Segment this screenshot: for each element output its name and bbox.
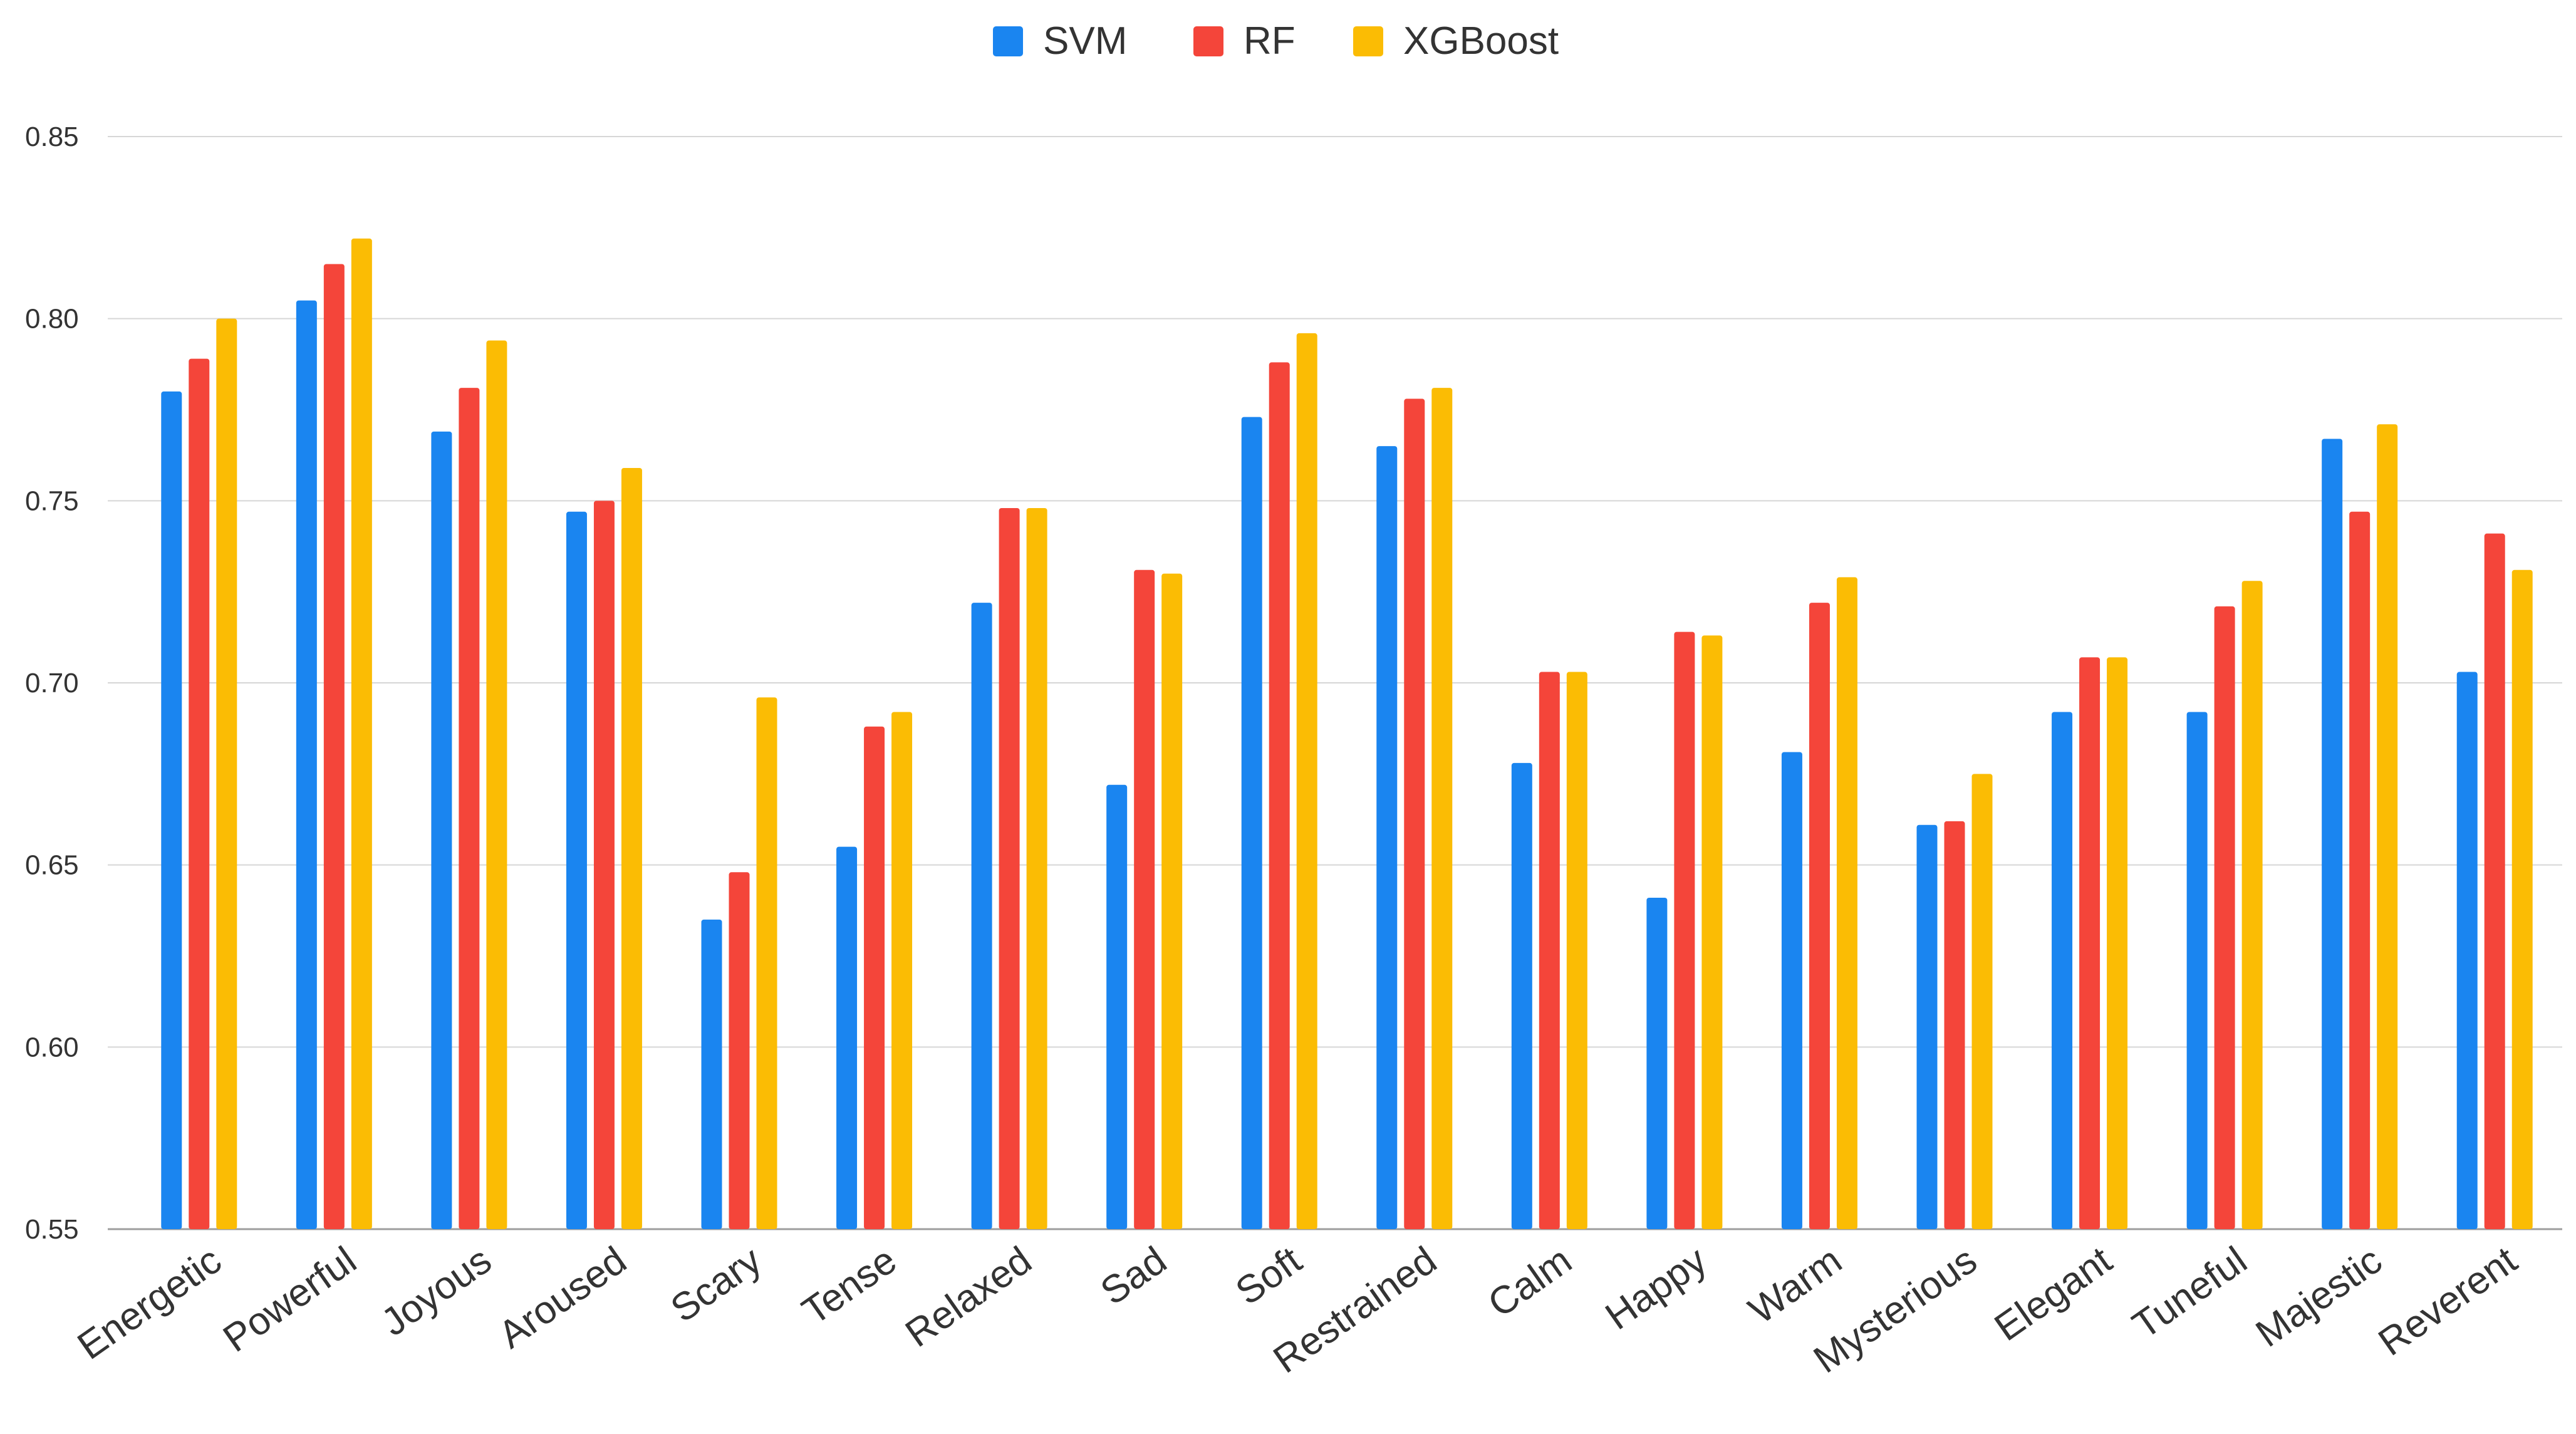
x-tick-label: Powerful	[216, 1239, 364, 1361]
bar-rf-tuneful: RF — Tuneful: 0.721	[2214, 606, 2235, 1229]
x-tick-label: Warm	[1741, 1239, 1849, 1333]
legend-label-xgboost: XGBoost	[1403, 19, 1559, 63]
bar-xgboost-scary: XGBoost — Scary: 0.696	[756, 697, 777, 1229]
bar-rf-aroused: RF — Aroused: 0.75	[593, 501, 615, 1230]
x-tick-label: Elegant	[1987, 1239, 2120, 1349]
y-tick-label: 0.70	[25, 668, 79, 699]
bar-xgboost-restrained: XGBoost — Restrained: 0.781	[1431, 388, 1453, 1229]
bar-rf-majestic: RF — Majestic: 0.747	[2349, 511, 2371, 1229]
bar-rf-relaxed: RF — Relaxed: 0.748	[999, 507, 1020, 1230]
bar-rf-tense: RF — Tense: 0.688	[864, 726, 885, 1229]
bar-rf-powerful: RF — Powerful: 0.815	[323, 264, 345, 1229]
bar-svm-energetic: SVM — Energetic: 0.78	[161, 391, 182, 1229]
bar-xgboost-aroused: XGBoost — Aroused: 0.759	[621, 468, 642, 1229]
bar-rf-joyous: RF — Joyous: 0.781	[459, 388, 480, 1229]
legend-label-rf: RF	[1244, 19, 1296, 63]
bar-xgboost-soft: XGBoost — Soft: 0.796	[1296, 333, 1317, 1230]
y-tick-label: 0.80	[25, 304, 79, 335]
x-tick-label: Scary	[663, 1239, 769, 1331]
y-tick-label: 0.60	[25, 1032, 79, 1063]
y-tick-label: 0.55	[25, 1214, 79, 1245]
bar-xgboost-mysterious: XGBoost — Mysterious: 0.675	[1971, 774, 1993, 1229]
bar-svm-tense: SVM — Tense: 0.655	[836, 846, 858, 1229]
x-tick-label: Soft	[1228, 1239, 1309, 1314]
x-tick-label: Tuneful	[2125, 1239, 2255, 1348]
bar-rf-reverent: RF — Reverent: 0.741	[2484, 533, 2505, 1229]
bar-rf-elegant: RF — Elegant: 0.707	[2079, 657, 2101, 1229]
bar-xgboost-sad: XGBoost — Sad: 0.73	[1161, 573, 1183, 1229]
bar-rf-warm: RF — Warm: 0.722	[1809, 603, 1830, 1229]
bar-svm-warm: SVM — Warm: 0.681	[1781, 752, 1802, 1229]
x-tick-label: Joyous	[373, 1239, 499, 1344]
legend-swatch-rf	[1193, 26, 1223, 56]
y-tick-label: 0.75	[25, 486, 79, 516]
bar-rf-restrained: RF — Restrained: 0.778	[1404, 398, 1425, 1229]
bar-rf-calm: RF — Calm: 0.703	[1539, 672, 1560, 1229]
bar-svm-restrained: SVM — Restrained: 0.765	[1376, 446, 1398, 1230]
x-tick-label: Tense	[794, 1239, 904, 1333]
y-tick-label: 0.65	[25, 850, 79, 881]
bar-svm-relaxed: SVM — Relaxed: 0.722	[971, 603, 992, 1229]
gridlines	[108, 136, 2562, 1230]
bar-xgboost-happy: XGBoost — Happy: 0.713	[1701, 635, 1723, 1229]
bar-xgboost-warm: XGBoost — Warm: 0.729	[1836, 577, 1857, 1229]
bar-svm-calm: SVM — Calm: 0.678	[1511, 762, 1532, 1229]
bar-xgboost-energetic: XGBoost — Energetic: 0.8	[216, 318, 237, 1230]
x-tick-label: Sad	[1093, 1239, 1175, 1314]
x-tick-label: Happy	[1598, 1239, 1715, 1338]
bar-xgboost-powerful: XGBoost — Powerful: 0.822	[351, 238, 372, 1230]
x-tick-label: Calm	[1480, 1239, 1579, 1326]
bar-xgboost-elegant: XGBoost — Elegant: 0.707	[2107, 657, 2128, 1229]
bar-rf-happy: RF — Happy: 0.714	[1674, 631, 1695, 1229]
bar-xgboost-joyous: XGBoost — Joyous: 0.794	[486, 340, 507, 1230]
bar-rf-mysterious: RF — Mysterious: 0.662	[1944, 821, 1965, 1229]
legend-label-svm: SVM	[1043, 19, 1127, 63]
bar-xgboost-tense: XGBoost — Tense: 0.692	[891, 712, 913, 1229]
bar-svm-aroused: SVM — Aroused: 0.747	[566, 511, 587, 1229]
bars: SVM — Energetic: 0.78 RF — Energetic: 0.7…	[161, 238, 2533, 1230]
bar-svm-powerful: SVM — Powerful: 0.805	[296, 300, 317, 1230]
y-axis-ticks: 0.55 0.60 0.65 0.70 0.75 0.80 0.85	[25, 122, 79, 1245]
bar-xgboost-calm: XGBoost — Calm: 0.703	[1566, 672, 1587, 1229]
bar-svm-soft: SVM — Soft: 0.773	[1241, 417, 1262, 1229]
legend: SVM RF XGBoost	[993, 19, 1559, 63]
bar-svm-scary: SVM — Scary: 0.635	[701, 919, 722, 1229]
bar-svm-tuneful: SVM — Tuneful: 0.692	[2186, 712, 2208, 1229]
legend-swatch-xgboost	[1353, 26, 1383, 56]
bar-xgboost-reverent: XGBoost — Reverent: 0.731	[2511, 569, 2533, 1230]
bar-xgboost-majestic: XGBoost — Majestic: 0.771	[2377, 424, 2398, 1229]
x-tick-label: Energetic	[70, 1239, 229, 1368]
legend-swatch-svm	[993, 26, 1023, 56]
bar-rf-sad: RF — Sad: 0.731	[1134, 569, 1155, 1230]
bar-svm-joyous: SVM — Joyous: 0.769	[431, 431, 452, 1229]
bar-svm-mysterious: SVM — Mysterious: 0.661	[1916, 824, 1938, 1229]
bar-rf-energetic: RF — Energetic: 0.789	[189, 358, 210, 1230]
bar-svm-majestic: SVM — Majestic: 0.767	[2322, 439, 2343, 1230]
bar-svm-elegant: SVM — Elegant: 0.692	[2052, 712, 2073, 1229]
bar-xgboost-relaxed: XGBoost — Relaxed: 0.748	[1026, 507, 1047, 1230]
bar-xgboost-tuneful: XGBoost — Tuneful: 0.728	[2241, 581, 2263, 1229]
x-tick-label: Reverent	[2371, 1239, 2525, 1364]
bar-svm-happy: SVM — Happy: 0.641	[1646, 897, 1668, 1229]
y-tick-label: 0.85	[25, 122, 79, 152]
x-tick-label: Aroused	[491, 1239, 635, 1357]
bar-svm-reverent: SVM — Reverent: 0.703	[2456, 672, 2478, 1229]
bar-rf-scary: RF — Scary: 0.648	[729, 872, 750, 1229]
x-tick-label: Majestic	[2248, 1239, 2390, 1356]
bar-rf-soft: RF — Soft: 0.788	[1269, 362, 1290, 1229]
x-tick-label: Relaxed	[898, 1239, 1039, 1356]
bar-svm-sad: SVM — Sad: 0.672	[1106, 784, 1128, 1229]
